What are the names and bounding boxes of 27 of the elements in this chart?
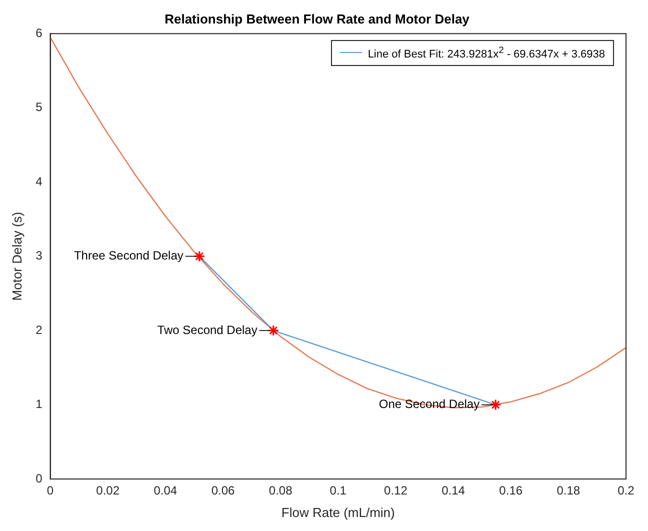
y-tick-label: 6 [36, 26, 43, 40]
x-tick-label: 0.02 [96, 484, 120, 498]
x-tick-label: 0.06 [211, 484, 235, 498]
point [490, 399, 502, 411]
x-tick-label: 0.18 [556, 484, 580, 498]
x-tick-label: 0.1 [330, 484, 347, 498]
x-tick-label: 0.12 [384, 484, 408, 498]
point [268, 324, 280, 336]
y-tick-label: 0 [36, 471, 43, 486]
y-tick-label: 5 [36, 100, 43, 114]
annotation: Three Second Delay [74, 248, 184, 263]
x-tick-label: 0.16 [499, 484, 523, 498]
legend-label: Line of Best Fit: 243.9281x$^{2}$ - 69.6347x + 3.6938 [368, 45, 605, 61]
annotation: Two Second Delay [157, 322, 258, 337]
x-tick-label: 0.14 [442, 484, 466, 498]
point [194, 250, 206, 262]
y-axis-title: Motor Delay (s) [9, 212, 24, 301]
y-tick-label: 2 [36, 322, 43, 337]
x-tick-label: 0.08 [268, 484, 293, 498]
y-tick-label: 3 [36, 248, 43, 263]
y-tick-label: 4 [36, 174, 43, 188]
x-tick-label: 0.2 [618, 484, 635, 498]
x-tick-label: 0.04 [154, 484, 178, 498]
x-axis-title: Flow Rate (mL/min) [281, 504, 395, 520]
x-tick-label: 0 [46, 484, 54, 498]
chart-title: Relationship Between Flow Rate and Motor Delay [164, 11, 470, 26]
y-tick-label: 1 [36, 397, 43, 412]
